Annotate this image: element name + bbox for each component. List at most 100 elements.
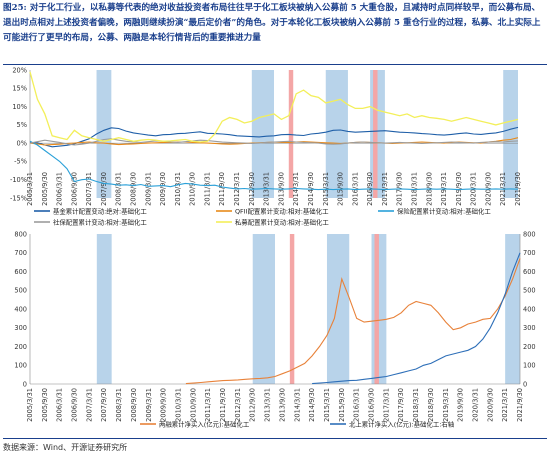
y-tick-label: 5% (17, 121, 27, 129)
x-tick-label: 2014/3/31 (293, 388, 301, 422)
legend-label-private: 私募配置累计变动:相对:基础化工 (235, 217, 329, 226)
x-tick-label: 2012/3/31 (234, 388, 242, 422)
x-tick-label: 2011/9/30 (218, 172, 226, 206)
series-line-private (29, 71, 519, 143)
x-tick-label: 2008/9/30 (130, 388, 138, 422)
top-line-chart: -15% -10% -5% 0% 5% 10% 15% 20% 2005/3/31 2005/9/… (10, 66, 522, 226)
y-tick-label-right: 400 (523, 305, 536, 313)
highlight-band-blue-2 (326, 234, 350, 384)
y-tick-label-right: 700 (523, 249, 536, 257)
highlight-band-blue-4 (505, 234, 520, 384)
x-tick-label: 2013/9/30 (278, 388, 286, 422)
x-tick-label: 2005/3/31 (26, 388, 34, 422)
y-tick-label: 100 (14, 362, 27, 370)
x-tick-label: 2007/3/31 (85, 388, 93, 422)
x-tick-label: 2021/3/31 (501, 388, 509, 422)
caption-divider (3, 64, 547, 65)
series-line-social (29, 138, 519, 146)
legend-label-insurance: 保险配置累计变动:相对:基础化工 (397, 206, 491, 215)
x-tick-label: 2018/3/31 (410, 172, 418, 206)
y-tick-label: 200 (14, 343, 27, 351)
y-tick-label-right: 0 (523, 380, 527, 388)
x-tick-label: 2007/3/31 (85, 172, 93, 206)
x-tick-label: 2005/3/31 (26, 172, 34, 206)
x-tick-label: 2020/3/31 (471, 388, 479, 422)
x-tick-label: 2010/3/31 (174, 172, 182, 206)
x-tick-label: 2006/3/31 (56, 172, 64, 206)
highlight-band-red-1 (374, 234, 379, 384)
x-tick-label: 2016/3/31 (351, 172, 359, 206)
x-tick-label: 2019/3/31 (442, 388, 450, 422)
series-line-margin (185, 258, 521, 385)
x-tick-label: 2013/3/31 (264, 388, 272, 422)
y-tick-label: -15% (10, 194, 27, 202)
x-tick-label: 2006/9/30 (70, 172, 78, 206)
legend-label-fund: 基金累计配置变动:绝对:基础化工 (53, 206, 147, 215)
x-tick-label: 2008/3/31 (115, 172, 123, 206)
x-tick-label: 2014/9/30 (308, 388, 316, 422)
series-line-insurance (29, 140, 519, 191)
x-tick-label: 2011/3/31 (203, 172, 211, 206)
x-tick-label: 2016/3/31 (353, 388, 361, 422)
x-tick-label: 2019/9/30 (455, 172, 463, 206)
highlight-band-blue-1 (252, 234, 275, 384)
x-tick-label: 2006/3/31 (56, 388, 64, 422)
x-tick-label: 2012/9/30 (249, 388, 257, 422)
y-tick-label: 15% (12, 85, 27, 93)
y-tick-label: -5% (14, 158, 27, 166)
highlight-band-red-0 (289, 234, 295, 384)
x-tick-label: 2005/9/30 (41, 172, 49, 206)
x-tick-label: 2008/9/30 (130, 172, 138, 206)
source-divider (3, 438, 547, 439)
highlight-band-blue-0 (96, 234, 112, 384)
x-tick-label: 2011/3/31 (204, 388, 212, 422)
x-tick-label: 2020/9/30 (486, 388, 494, 422)
x-tick-label: 2010/9/30 (189, 172, 197, 206)
y-tick-label: 700 (14, 249, 27, 257)
legend-label-social: 社保配置累计变动:相对:基础化工 (53, 217, 147, 226)
x-tick-label: 2007/9/30 (100, 172, 108, 206)
x-tick-label: 2019/9/30 (457, 388, 465, 422)
y-tick-label: 300 (14, 324, 27, 332)
highlight-band-red-0 (288, 70, 294, 198)
highlight-band-blue-1 (251, 70, 274, 198)
y-tick-label-right: 800 (523, 230, 536, 238)
y-tick-label-right: 600 (523, 268, 536, 276)
x-tick-label: 2018/3/31 (412, 388, 420, 422)
x-tick-label: 2009/9/30 (159, 172, 167, 206)
y-tick-label: 20% (12, 66, 27, 74)
x-tick-label: 2016/9/30 (368, 388, 376, 422)
legend-label-qfii: QFII配置累计变动:相对:基础化工 (235, 206, 329, 215)
highlight-band-red-1 (373, 70, 378, 198)
highlight-band-blue-4 (503, 70, 518, 198)
x-tick-label: 2006/9/30 (71, 388, 79, 422)
y-tick-label: 500 (14, 287, 27, 295)
y-tick-label: 800 (14, 230, 27, 238)
y-tick-label-right: 100 (523, 362, 536, 370)
bottom-line-chart: 0 100 200 300 400 500 600 700 800 0 100 200 300 400 50… (14, 230, 536, 428)
x-tick-label: 2008/3/31 (115, 388, 123, 422)
x-tick-label: 2015/3/31 (323, 388, 331, 422)
y-tick-label-right: 300 (523, 324, 536, 332)
y-tick-label: 400 (14, 305, 27, 313)
x-tick-label: 2009/3/31 (144, 172, 152, 206)
y-tick-label: -10% (10, 176, 27, 184)
figure-caption: 图25: 对于化工行业，以私募等代表的绝对收益投资者布局往往早于化工板块被纳入公… (3, 1, 547, 47)
x-tick-label: 2017/3/31 (381, 172, 389, 206)
x-tick-label: 2010/3/31 (174, 388, 182, 422)
x-tick-label: 2017/9/30 (397, 388, 405, 422)
legend-label-margin: 两融累计净买入(亿元):基础化工 (159, 419, 250, 428)
x-tick-label: 2010/9/30 (189, 388, 197, 422)
source-note: 数据来源：Wind、开源证券研究所 (3, 443, 128, 452)
x-tick-label: 2009/9/30 (160, 388, 168, 422)
x-tick-label: 2011/9/30 (219, 388, 227, 422)
y-tick-label: 600 (14, 268, 27, 276)
series-line-north (312, 252, 521, 385)
series-line-fund (29, 126, 519, 148)
x-tick-label: 2007/9/30 (100, 388, 108, 422)
x-tick-label: 2009/3/31 (145, 388, 153, 422)
x-tick-label: 2021/9/30 (516, 388, 524, 422)
y-tick-label: 0 (23, 380, 27, 388)
y-tick-label-right: 200 (523, 343, 536, 351)
y-tick-label: 0% (17, 139, 27, 147)
